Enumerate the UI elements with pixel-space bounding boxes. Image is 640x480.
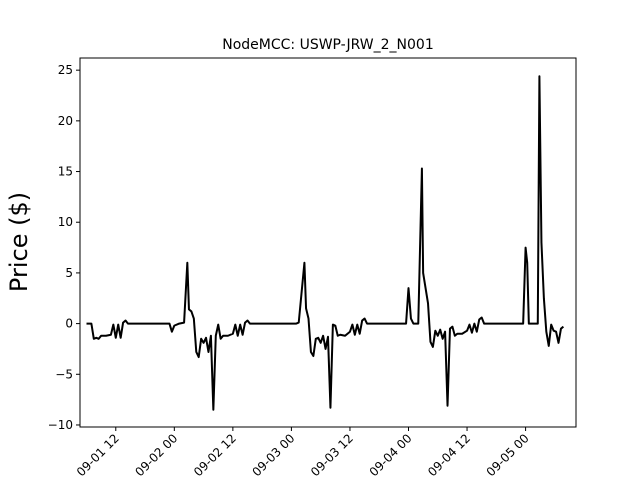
chart-title: NodeMCC: USWP-JRW_2_N001	[222, 37, 434, 53]
plot-area-frame	[79, 57, 577, 428]
x-tick-label: 09-02 12	[191, 431, 239, 479]
y-axis-ticks: −10 −5 0 5 10 15 20 25	[48, 63, 80, 432]
price-series-line	[86, 75, 565, 411]
y-tick-label: 25	[58, 63, 73, 77]
x-tick-label: 09-04 12	[425, 431, 473, 479]
y-axis-label: Price ($)	[5, 192, 33, 292]
x-tick-label: 09-03 12	[308, 431, 356, 479]
x-tick-label: 09-02 00	[132, 431, 180, 479]
x-tick-label: 09-01 12	[74, 431, 122, 479]
x-tick-label: 09-03 00	[249, 431, 297, 479]
x-tick-label: 09-05 00	[484, 431, 532, 479]
y-tick-label: 10	[58, 215, 73, 229]
x-axis-ticks: 09-01 12 09-02 00 09-02 12 09-03 00 09-03 12…	[74, 427, 532, 479]
y-tick-label: 15	[58, 165, 73, 179]
y-tick-label: 0	[65, 317, 73, 331]
y-tick-label: −10	[48, 418, 73, 432]
x-tick-label: 09-04 00	[367, 431, 415, 479]
y-tick-label: 5	[65, 266, 73, 280]
y-tick-label: 20	[58, 114, 73, 128]
y-tick-label: −5	[55, 367, 73, 381]
